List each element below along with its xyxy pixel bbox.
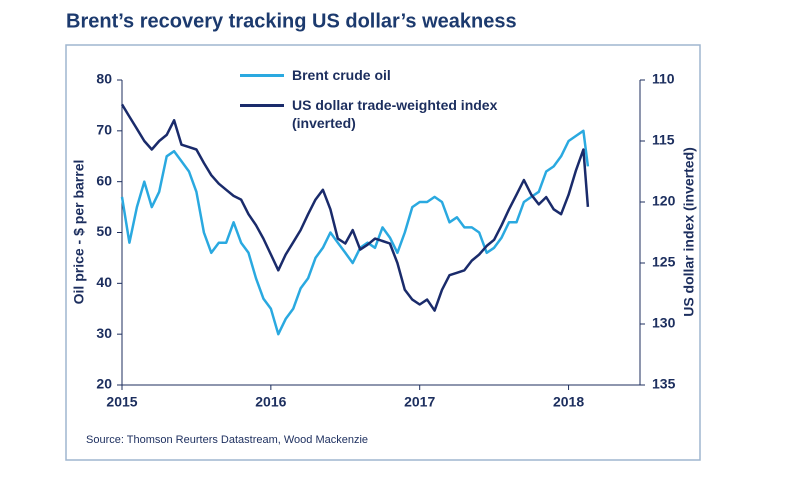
- y2-axis-label: US dollar index (inverted): [681, 147, 697, 317]
- legend-label: US dollar trade-weighted index (inverted…: [292, 97, 498, 131]
- source-note: Source: Thomson Reurters Datastream, Woo…: [86, 434, 368, 446]
- series-line: [120, 129, 590, 336]
- y-tick-label: 50: [96, 223, 112, 239]
- y2-tick-label: 115: [652, 132, 675, 148]
- y-axis-label: Oil price - $ per barrel: [71, 160, 87, 305]
- y-tick-label: 80: [96, 71, 112, 87]
- series-line: [120, 103, 590, 312]
- y2-tick-label: 130: [652, 315, 676, 331]
- x-tick-label: 2016: [255, 394, 286, 410]
- legend-swatch: [240, 104, 284, 107]
- y2-tick-label: 110: [652, 71, 675, 87]
- y-tick-label: 40: [96, 274, 112, 290]
- y-tick-label: 60: [96, 172, 112, 188]
- y-tick-label: 30: [96, 325, 112, 341]
- y2-tick-label: 135: [652, 376, 676, 392]
- x-tick-label: 2017: [404, 394, 435, 410]
- y2-tick-label: 120: [652, 193, 676, 209]
- legend-item: US dollar trade-weighted index (inverted…: [240, 96, 530, 132]
- chart-frame: [65, 44, 701, 461]
- x-tick-label: 2018: [553, 394, 584, 410]
- x-tick-label: 2015: [106, 394, 137, 410]
- y-tick-label: 70: [96, 122, 112, 138]
- legend-swatch: [240, 74, 284, 77]
- y2-tick-label: 125: [652, 254, 676, 270]
- legend: Brent crude oil US dollar trade-weighted …: [240, 66, 530, 144]
- legend-label: Brent crude oil: [292, 67, 391, 83]
- legend-item: Brent crude oil: [240, 66, 530, 84]
- chart-title: Brent’s recovery tracking US dollar’s we…: [66, 10, 517, 32]
- y-tick-label: 20: [96, 376, 112, 392]
